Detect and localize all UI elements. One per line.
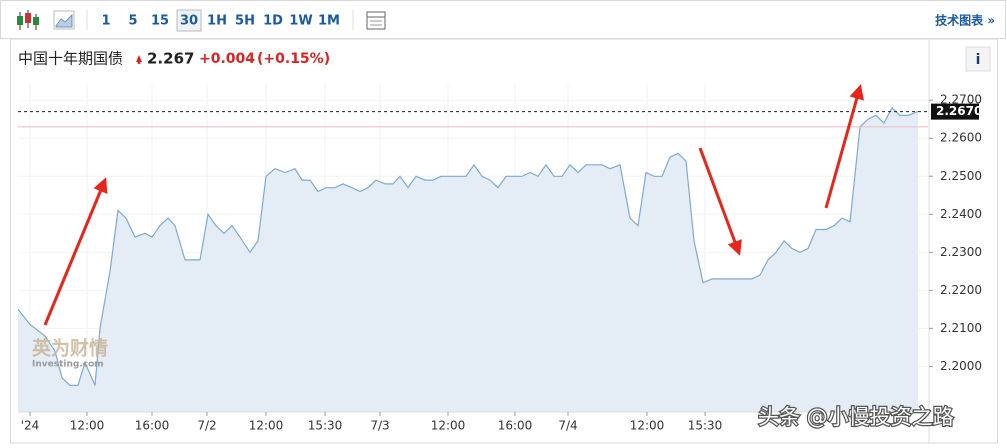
up-arrow-stem — [137, 61, 141, 64]
up-arrow — [136, 55, 142, 62]
annotation-arrow — [824, 84, 864, 209]
info-label[interactable]: i — [976, 52, 981, 68]
y-tick-label: 2.2400 — [940, 207, 982, 221]
last-price-label: 2.2670 — [936, 104, 982, 118]
line — [17, 106, 919, 386]
x-tick-label: 7/4 — [558, 419, 577, 433]
chart-frame — [10, 38, 998, 444]
area — [18, 107, 918, 413]
toolbar — [0, 0, 1006, 39]
interval-button[interactable]: 15 — [151, 14, 169, 29]
interval-button[interactable]: 1 — [101, 14, 110, 29]
interval-button[interactable]: 30 — [180, 14, 198, 29]
x-tick-label: 15:30 — [688, 419, 723, 433]
technical-chart-link[interactable]: 技术图表 » — [935, 13, 995, 28]
x-tick-label: 12:00 — [431, 419, 466, 433]
price: 2.267 — [147, 50, 194, 68]
x-tick-label: '24 — [21, 419, 40, 433]
y-tick-label: 2.2200 — [940, 283, 982, 297]
x-tick-label: 16:00 — [498, 419, 533, 433]
candle-icon[interactable] — [17, 10, 39, 30]
info-button[interactable] — [965, 46, 991, 72]
interval-button[interactable]: 1D — [263, 14, 283, 29]
interval-button[interactable]: 1H — [207, 14, 227, 29]
change-percent: (+0.15%) — [257, 51, 330, 67]
table-icon[interactable] — [366, 11, 386, 30]
watermark-site: Investing.com — [32, 360, 104, 370]
area-icon[interactable] — [53, 10, 75, 30]
instrument-name: 中国十年期国债 — [18, 50, 123, 68]
y-tick-label: 2.2600 — [940, 131, 982, 145]
change: +0.004 — [199, 51, 255, 67]
x-tick-label: 16:00 — [135, 419, 170, 433]
annotation-arrow — [698, 147, 742, 256]
x-tick-label: 7/3 — [370, 419, 389, 433]
interval-button[interactable]: 5 — [128, 14, 137, 29]
y-tick-label: 2.2700 — [940, 93, 982, 107]
x-tick-label: 7/2 — [197, 419, 216, 433]
watermark-author: 头条 @小慢投资之路 — [758, 405, 954, 429]
y-tick-label: 2.2000 — [940, 359, 982, 373]
interval-active[interactable] — [176, 9, 202, 32]
watermark-logo: 英为财情 — [32, 337, 108, 360]
last-price-box — [931, 103, 979, 120]
x-tick-label: 12:00 — [249, 419, 284, 433]
interval-button[interactable]: 1M — [318, 14, 340, 29]
x-tick-label: 12:00 — [630, 419, 665, 433]
x-tick-label: 12:00 — [70, 419, 105, 433]
annotation-arrow — [43, 177, 108, 326]
y-tick-label: 2.2500 — [940, 169, 982, 183]
interval-button[interactable]: 5H — [235, 14, 255, 29]
y-tick-label: 2.2300 — [940, 245, 982, 259]
y-tick-label: 2.2100 — [940, 321, 982, 335]
x-tick-label: 15:30 — [308, 419, 343, 433]
interval-button[interactable]: 1W — [289, 14, 312, 29]
